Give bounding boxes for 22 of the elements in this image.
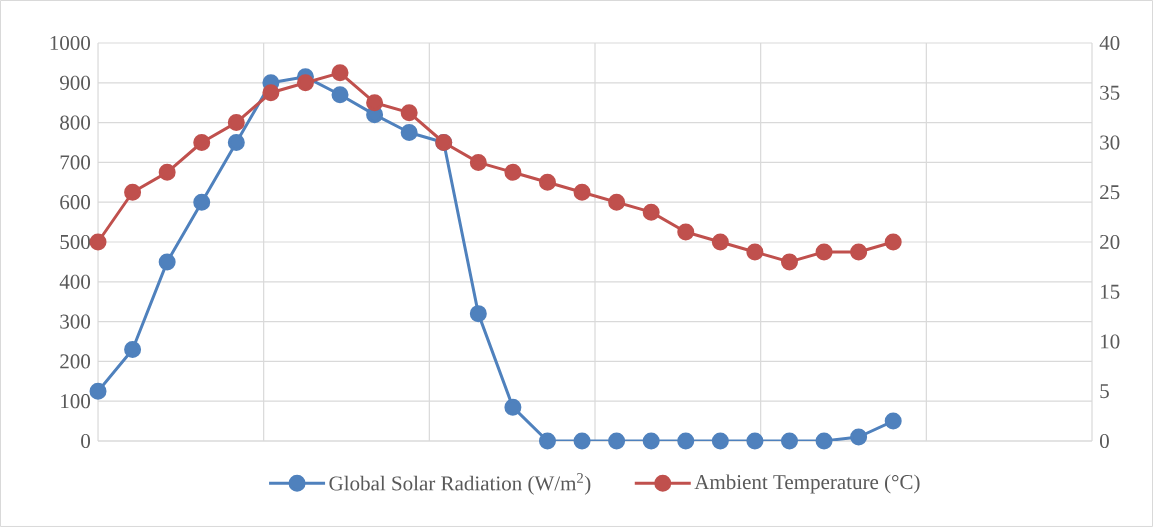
legend-label: Global Solar Radiation (W/m$^{2}$) <box>329 473 591 495</box>
y-tick-label: 500 <box>60 234 91 250</box>
y-tick-label: 800 <box>60 115 91 130</box>
y-tick-label: 300 <box>60 314 91 329</box>
y2-tick-label: 15 <box>1101 284 1120 299</box>
legend-label: Ambient Temperature (°C) <box>694 474 920 494</box>
y-tick-label: 900 <box>59 75 91 90</box>
y-tick-label: 0 <box>81 433 91 449</box>
y-tick-label: 400 <box>59 274 91 289</box>
y2-tick-label: 0 <box>1100 433 1109 449</box>
y2-tick-label: 35 <box>1100 85 1120 100</box>
y-tick-label: 600 <box>60 195 91 210</box>
y2-tick-label: 20 <box>1100 234 1120 250</box>
y2-tick-label: 10 <box>1101 334 1120 349</box>
y-tick-label: 200 <box>60 354 91 369</box>
y-tick-label: 1000 <box>50 35 91 51</box>
y2-tick-label: 5 <box>1100 384 1109 399</box>
y-tick-label: 700 <box>60 155 91 170</box>
y2-tick-label: 40 <box>1099 35 1120 51</box>
y2-tick-label: 25 <box>1100 185 1120 200</box>
y2-tick-label: 30 <box>1100 135 1120 150</box>
y-tick-label: 100 <box>61 394 91 409</box>
